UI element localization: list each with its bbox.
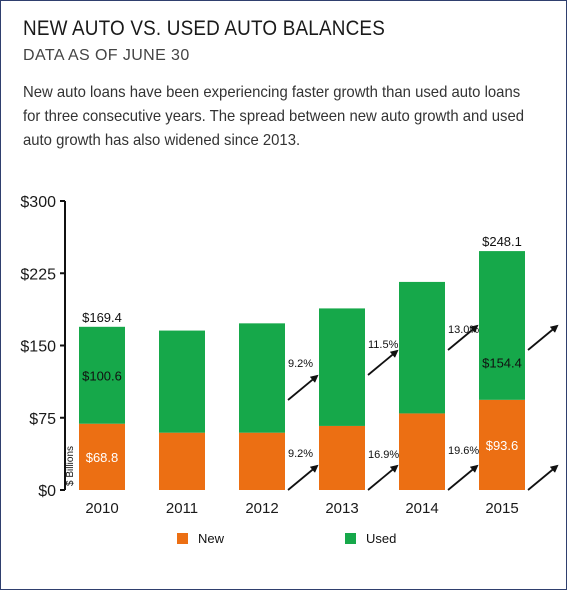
growth-label-used: 13.0%: [448, 324, 479, 336]
chart-subtitle: DATA AS OF JUNE 30: [23, 47, 190, 64]
y-tick-label: $225: [20, 266, 56, 283]
y-tick-label: $150: [20, 339, 56, 356]
chart-description: New auto loans have been experiencing fa…: [23, 84, 524, 149]
data-label-total-2010: $169.4: [82, 310, 122, 325]
x-tick-label: 2010: [85, 500, 118, 517]
x-tick-label: 2015: [485, 500, 518, 517]
growth-arrow-used: [287, 374, 319, 401]
growth-arrow-new: [367, 464, 399, 491]
axes-layer: 2010 2011 2012 2013 2014 2015 $0 $75 $150 $225 $30…: [20, 194, 518, 517]
bars-layer: [79, 251, 525, 490]
bar-used-2012: [239, 323, 285, 433]
x-tick-label: 2012: [245, 500, 278, 517]
bar-new-2015: [479, 399, 525, 490]
y-tick-label: $300: [20, 194, 56, 211]
y-axis-label: $ Billions: [65, 446, 76, 486]
legend: New Used: [177, 531, 396, 546]
x-tick-label: 2014: [405, 500, 438, 517]
legend-swatch-new: [177, 533, 188, 544]
growth-label-used: 9.2%: [288, 358, 313, 370]
y-tick-label: $0: [38, 483, 56, 500]
growth-arrow-used: [447, 324, 479, 351]
labels-layer: $169.4 $100.6 $68.8 $248.1 $154.4 $93.6: [82, 234, 522, 465]
bar-new-2012: [239, 432, 285, 490]
growth-arrow-used: [527, 324, 559, 351]
growth-label-new: 19.6%: [448, 445, 479, 457]
x-tick-label: 2011: [166, 500, 198, 517]
data-label-new-2015: $93.6: [486, 438, 519, 453]
growth-arrow-new: [287, 464, 319, 491]
growth-label-new: 16.9%: [368, 449, 399, 461]
growth-arrow-new: [447, 464, 479, 491]
bar-used-2011: [159, 330, 205, 433]
legend-swatch-used: [345, 533, 356, 544]
bar-used-2010: [79, 326, 125, 424]
growth-arrow-used: [367, 349, 399, 376]
legend-label-used: Used: [366, 531, 396, 546]
annotations-layer: 9.2% 11.5% 13.0% 9.2% 16.9% 19.6%: [287, 324, 559, 491]
data-label-total-2015: $248.1: [482, 234, 522, 249]
data-label-used-2010: $100.6: [82, 368, 122, 383]
x-tick-label: 2013: [325, 500, 358, 517]
bar-used-2015: [479, 251, 525, 400]
growth-label-used: 11.5%: [368, 339, 399, 351]
chart-title: NEW AUTO VS. USED AUTO BALANCES: [23, 17, 385, 40]
bar-new-2010: [79, 423, 125, 490]
data-label-new-2010: $68.8: [86, 450, 119, 465]
y-tick-label: $75: [29, 411, 56, 428]
data-label-used-2015: $154.4: [482, 356, 522, 371]
bar-new-2011: [159, 432, 205, 490]
legend-label-new: New: [198, 531, 225, 546]
bar-used-2014: [399, 281, 445, 414]
growth-arrow-new: [527, 464, 559, 491]
bar-used-2013: [319, 308, 365, 426]
bar-new-2014: [399, 413, 445, 490]
growth-label-new: 9.2%: [288, 448, 313, 460]
bar-new-2013: [319, 425, 365, 490]
